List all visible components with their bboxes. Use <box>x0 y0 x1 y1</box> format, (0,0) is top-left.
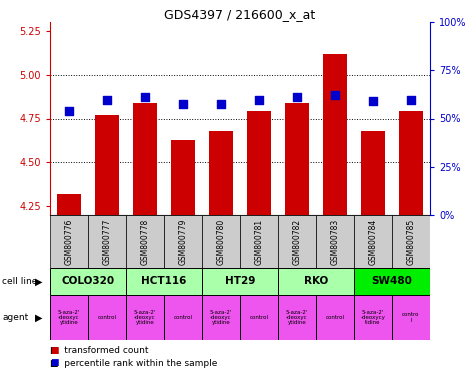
Text: control: control <box>249 315 268 320</box>
Bar <box>278 215 316 268</box>
Point <box>331 92 339 98</box>
Text: GSM800785: GSM800785 <box>407 218 416 265</box>
Bar <box>164 215 202 268</box>
Bar <box>202 268 278 295</box>
Point <box>141 94 149 100</box>
Bar <box>240 215 278 268</box>
Text: COLO320: COLO320 <box>61 276 114 286</box>
Bar <box>57 194 81 215</box>
Text: 5-aza-2'
-deoxycy
tidine: 5-aza-2' -deoxycy tidine <box>361 310 385 325</box>
Bar <box>209 131 233 215</box>
Bar <box>126 295 164 340</box>
Bar <box>50 268 126 295</box>
Text: GSM800777: GSM800777 <box>103 218 112 265</box>
Text: GSM800782: GSM800782 <box>293 218 302 265</box>
Text: SW480: SW480 <box>371 276 412 286</box>
Text: control: control <box>325 315 344 320</box>
Bar <box>399 111 423 215</box>
Bar <box>278 295 316 340</box>
Point <box>179 101 187 107</box>
Point <box>255 97 263 103</box>
Text: control: control <box>97 315 116 320</box>
Bar <box>50 215 88 268</box>
Bar <box>202 215 240 268</box>
Bar <box>316 215 354 268</box>
Bar <box>323 54 347 215</box>
Text: GSM800783: GSM800783 <box>331 218 340 265</box>
Text: GSM800781: GSM800781 <box>255 218 264 265</box>
Point <box>217 101 225 107</box>
Bar <box>88 295 126 340</box>
Text: RKO: RKO <box>304 276 328 286</box>
Text: ▶: ▶ <box>35 313 43 323</box>
Bar <box>354 215 392 268</box>
Text: 5-aza-2'
-deoxyc
ytidine: 5-aza-2' -deoxyc ytidine <box>210 310 232 325</box>
Text: GSM800784: GSM800784 <box>369 218 378 265</box>
Text: ▶: ▶ <box>35 276 43 286</box>
Point <box>369 98 377 104</box>
Bar <box>392 295 430 340</box>
Bar <box>171 139 195 215</box>
Point <box>407 97 415 103</box>
Text: ■  transformed count: ■ transformed count <box>50 346 149 354</box>
Bar <box>126 268 202 295</box>
Text: control: control <box>173 315 192 320</box>
Text: ■  percentile rank within the sample: ■ percentile rank within the sample <box>50 359 218 367</box>
Bar <box>247 111 271 215</box>
Point <box>103 97 111 103</box>
Text: GSM800780: GSM800780 <box>217 218 226 265</box>
Text: 5-aza-2'
-deoxyc
ytidine: 5-aza-2' -deoxyc ytidine <box>58 310 80 325</box>
Bar <box>361 131 385 215</box>
Text: GSM800776: GSM800776 <box>65 218 74 265</box>
Bar <box>392 215 430 268</box>
Bar <box>354 295 392 340</box>
Bar <box>126 215 164 268</box>
Text: ■: ■ <box>50 359 58 367</box>
Bar <box>316 295 354 340</box>
Bar <box>240 295 278 340</box>
Text: ■: ■ <box>50 346 58 354</box>
Bar <box>285 103 309 215</box>
Text: HCT116: HCT116 <box>142 276 187 286</box>
Text: agent: agent <box>2 313 28 322</box>
Bar <box>278 268 354 295</box>
Title: GDS4397 / 216600_x_at: GDS4397 / 216600_x_at <box>164 8 315 21</box>
Text: contro
l: contro l <box>402 312 420 323</box>
Text: GSM800779: GSM800779 <box>179 218 188 265</box>
Text: 5-aza-2'
-deoxyc
ytidine: 5-aza-2' -deoxyc ytidine <box>286 310 308 325</box>
Bar <box>88 215 126 268</box>
Bar <box>133 103 157 215</box>
Bar <box>202 295 240 340</box>
Point <box>65 108 73 114</box>
Text: HT29: HT29 <box>225 276 255 286</box>
Text: GSM800778: GSM800778 <box>141 218 150 265</box>
Text: cell line: cell line <box>2 277 38 286</box>
Bar <box>164 295 202 340</box>
Point <box>293 94 301 100</box>
Bar <box>354 268 430 295</box>
Bar <box>50 295 88 340</box>
Bar <box>95 115 119 215</box>
Text: 5-aza-2'
-deoxyc
ytidine: 5-aza-2' -deoxyc ytidine <box>134 310 156 325</box>
